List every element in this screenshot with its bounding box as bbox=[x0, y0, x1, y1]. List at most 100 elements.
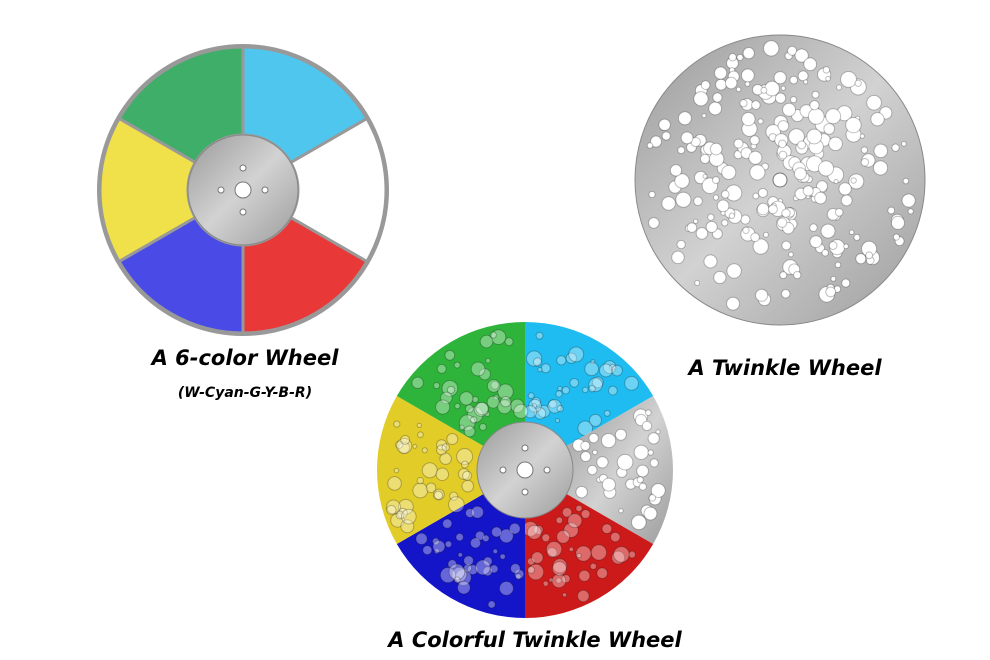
hole bbox=[435, 467, 450, 482]
hole bbox=[892, 233, 901, 241]
hole bbox=[803, 79, 809, 85]
hole bbox=[556, 529, 571, 544]
hole bbox=[396, 437, 413, 455]
hole bbox=[724, 76, 738, 90]
hole bbox=[700, 80, 711, 90]
hole bbox=[442, 518, 453, 529]
hole bbox=[777, 139, 787, 149]
hole bbox=[781, 240, 792, 251]
hole bbox=[386, 499, 401, 515]
hole bbox=[648, 494, 657, 502]
hole bbox=[588, 413, 602, 427]
hole bbox=[396, 507, 408, 519]
hole bbox=[780, 289, 791, 299]
hole bbox=[588, 385, 596, 393]
hole bbox=[486, 395, 500, 409]
hole bbox=[470, 416, 478, 424]
hole bbox=[806, 128, 823, 145]
hole bbox=[541, 533, 551, 543]
hole bbox=[902, 177, 910, 185]
hole bbox=[735, 86, 742, 93]
hole bbox=[807, 108, 825, 125]
hole bbox=[820, 223, 836, 239]
hole bbox=[483, 556, 493, 567]
hole bbox=[448, 563, 466, 581]
hole bbox=[449, 491, 459, 501]
hole bbox=[454, 402, 461, 410]
hole bbox=[714, 66, 728, 80]
hole bbox=[554, 417, 560, 424]
hole bbox=[611, 550, 626, 565]
hole bbox=[752, 192, 760, 200]
hole bbox=[782, 102, 797, 117]
hole bbox=[693, 196, 703, 207]
hole bbox=[589, 562, 597, 570]
six-color-wheel-title: A 6-color Wheel bbox=[151, 346, 339, 370]
hole bbox=[489, 331, 497, 339]
hole bbox=[636, 464, 649, 478]
hole bbox=[499, 553, 506, 560]
hole bbox=[411, 376, 424, 390]
hole bbox=[658, 118, 671, 132]
center-hole bbox=[772, 172, 788, 188]
hole bbox=[711, 176, 720, 185]
hole bbox=[474, 530, 485, 541]
hole bbox=[484, 411, 491, 418]
hole bbox=[400, 519, 415, 534]
hole bbox=[425, 482, 437, 494]
hole bbox=[475, 401, 489, 416]
hole bbox=[527, 392, 535, 400]
hole bbox=[478, 422, 487, 431]
hole bbox=[692, 218, 699, 224]
hole bbox=[721, 219, 729, 227]
hole bbox=[590, 544, 608, 561]
hole bbox=[845, 116, 862, 134]
hole bbox=[565, 352, 577, 364]
hole bbox=[823, 123, 836, 135]
hole bbox=[598, 363, 613, 378]
hole bbox=[608, 363, 616, 371]
hole bbox=[563, 522, 579, 538]
mount-hole bbox=[239, 164, 247, 172]
hole bbox=[526, 557, 536, 566]
hole bbox=[580, 509, 591, 519]
hole bbox=[841, 278, 851, 288]
hole bbox=[555, 577, 562, 584]
hole bbox=[647, 432, 660, 445]
hole bbox=[482, 566, 493, 577]
hole bbox=[641, 420, 653, 432]
hole bbox=[713, 270, 727, 285]
hole bbox=[531, 551, 544, 564]
hole bbox=[865, 251, 874, 260]
hole bbox=[531, 396, 542, 407]
hole bbox=[716, 199, 730, 213]
hole bbox=[655, 429, 661, 435]
hole bbox=[415, 532, 428, 545]
hole bbox=[551, 573, 567, 589]
hole bbox=[601, 523, 613, 535]
hole bbox=[578, 569, 591, 582]
hole bbox=[739, 99, 748, 108]
hole bbox=[860, 158, 870, 167]
hole bbox=[755, 288, 769, 302]
colorful-twinkle-wheel-title: A Colorful Twinkle Wheel bbox=[388, 628, 682, 652]
hole bbox=[527, 565, 536, 574]
hole bbox=[526, 350, 543, 367]
hole bbox=[860, 146, 869, 154]
hole bbox=[702, 173, 708, 179]
hole bbox=[436, 363, 447, 374]
hole bbox=[814, 191, 827, 205]
hole bbox=[576, 589, 590, 603]
hole bbox=[457, 552, 463, 558]
hole bbox=[788, 128, 805, 145]
hole bbox=[607, 385, 618, 396]
hole bbox=[648, 217, 660, 229]
hole bbox=[707, 213, 715, 221]
hole bbox=[834, 207, 844, 217]
hole bbox=[551, 561, 567, 577]
hole bbox=[624, 375, 639, 391]
hole bbox=[631, 514, 647, 531]
hole bbox=[720, 190, 730, 199]
mount-hole bbox=[499, 466, 507, 474]
six-color-wheel bbox=[97, 44, 389, 336]
